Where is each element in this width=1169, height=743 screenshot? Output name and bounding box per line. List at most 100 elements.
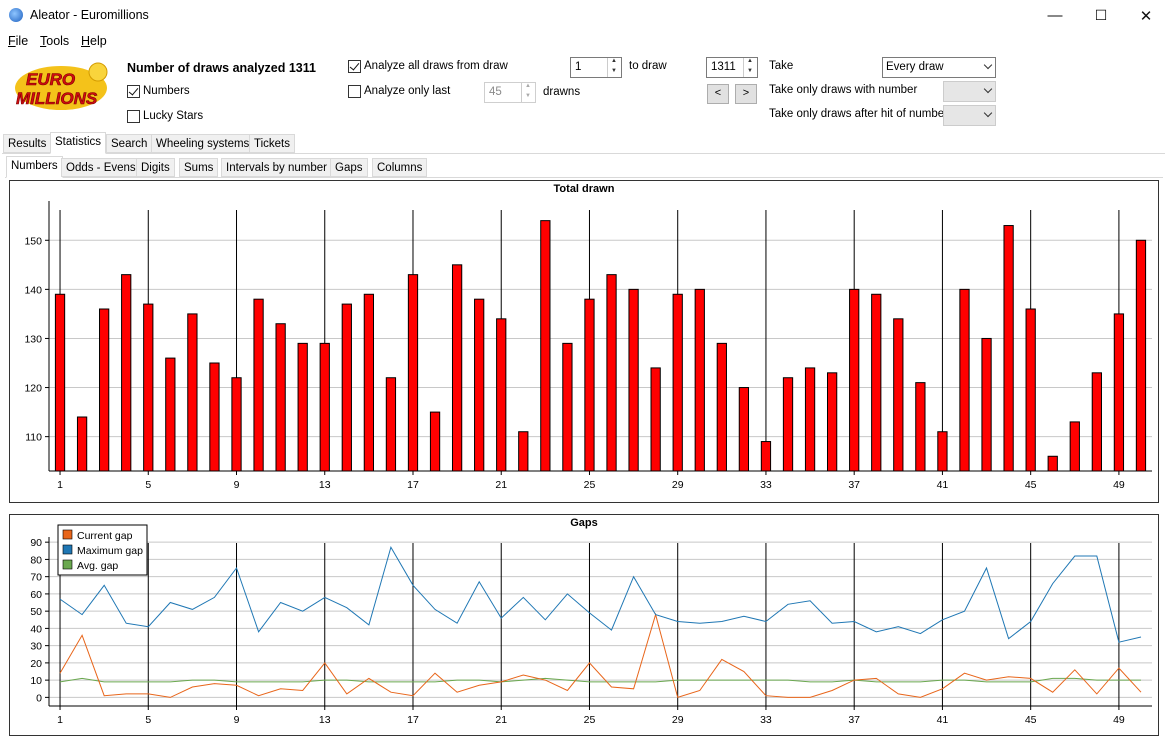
bar-8 <box>209 362 220 472</box>
menu-file[interactable]: File <box>8 34 28 48</box>
tab-statistics[interactable]: Statistics <box>50 132 107 154</box>
menu-help[interactable]: Help <box>81 34 107 48</box>
y-tick-label: 110 <box>25 432 42 444</box>
maximize-button[interactable]: ☐ <box>1094 7 1108 23</box>
tab-search[interactable]: Search <box>106 134 153 153</box>
lucky-stars-checkbox[interactable] <box>127 110 140 123</box>
sub-tab-divider <box>5 177 1163 178</box>
bar-34 <box>782 377 794 472</box>
to-draw-value: 1311 <box>711 61 736 73</box>
bar-27 <box>628 288 639 472</box>
previous-button[interactable]: < <box>707 84 729 104</box>
x-tick-label: 25 <box>584 714 596 726</box>
spinner-arrows-icon[interactable] <box>607 58 621 77</box>
bar-13 <box>319 342 330 472</box>
from-draw-spinner[interactable]: 1 <box>570 57 622 78</box>
bar-25 <box>584 298 595 472</box>
next-button[interactable]: > <box>735 84 757 104</box>
analyze-last-checkbox[interactable] <box>348 85 361 98</box>
gaps-plot: 0 10 20 30 40 50 60 70 80 90 1 5 9 13 17 21 25 29 33 37 41 45… <box>30 524 1152 726</box>
analyze-all-checkbox[interactable] <box>348 60 361 73</box>
x-tick-label: 9 <box>234 479 240 491</box>
subtab-numbers[interactable]: Numbers <box>6 156 63 178</box>
bar-19 <box>451 264 463 472</box>
drawns-label: drawns <box>543 86 581 98</box>
x-tick-label: 25 <box>584 479 596 491</box>
bar-50 <box>1135 239 1147 472</box>
bar-3 <box>99 308 110 472</box>
x-tick-label: 13 <box>319 479 331 491</box>
total-drawn-plot: 110 120 130 140 150 1 5 9 13 17 21 25 29 33 37 41 45 49 <box>24 201 1152 491</box>
x-tick-label: 49 <box>1113 479 1125 491</box>
last-draws-value: 45 <box>489 86 502 98</box>
options-panel: EURO MILLIONS Number of draws analyzed 1… <box>0 51 1169 131</box>
bar-14 <box>341 303 352 472</box>
subtab-sums[interactable]: Sums <box>179 158 219 177</box>
take-value: Every draw <box>886 61 944 73</box>
menu-help-mnemonic: H <box>81 34 91 48</box>
bar-26 <box>606 274 617 472</box>
bar-39 <box>893 318 904 472</box>
y-tick-label: 40 <box>30 623 42 635</box>
window-title: Aleator - Euromillions <box>30 8 149 22</box>
bar-21 <box>496 318 507 472</box>
menu-tools[interactable]: Tools <box>40 34 69 48</box>
take-label: Take <box>769 60 794 72</box>
take-after-hit-label: Take only draws after hit of number <box>769 108 948 120</box>
x-tick-label: 45 <box>1025 479 1037 491</box>
subtab-gaps[interactable]: Gaps <box>330 158 368 177</box>
numbers-checkbox[interactable] <box>127 85 140 98</box>
x-tick-label: 21 <box>495 714 507 726</box>
close-button[interactable]: ✕ <box>1139 7 1153 25</box>
y-tick-label: 150 <box>24 235 42 247</box>
x-tick-label: 17 <box>407 479 419 491</box>
y-tick-label: 120 <box>24 383 42 395</box>
app-icon <box>9 8 23 22</box>
take-after-hit-dropdown[interactable] <box>943 105 996 126</box>
menu-file-mnemonic: F <box>8 34 16 48</box>
x-tick-label: 41 <box>937 479 949 491</box>
subtab-columns[interactable]: Columns <box>372 158 428 177</box>
title-bar: Aleator - Euromillions — ☐ ✕ <box>0 0 1169 31</box>
last-draws-spinner[interactable]: 45 <box>484 82 536 103</box>
numbers-label: Numbers <box>143 85 190 97</box>
tab-tickets[interactable]: Tickets <box>249 134 295 153</box>
tab-wheeling-systems[interactable]: Wheeling systems <box>151 134 255 153</box>
subtab-odds-evens[interactable]: Odds - Evens <box>61 158 141 177</box>
legend-label: Maximum gap <box>77 545 143 557</box>
x-tick-label: 13 <box>319 714 331 726</box>
subtab-digits[interactable]: Digits <box>136 158 175 177</box>
main-tab-divider <box>2 153 1165 154</box>
subtab-intervals-by-number[interactable]: Intervals by number <box>221 158 332 177</box>
bar-20 <box>474 298 485 472</box>
bar-18 <box>429 411 441 472</box>
bar-2 <box>76 416 88 472</box>
legend-swatch-maximum-gap-line <box>62 544 73 555</box>
bar-15 <box>363 293 375 472</box>
spinner-arrows-icon[interactable] <box>521 83 535 102</box>
x-tick-label: 37 <box>848 714 860 726</box>
bar-40 <box>915 382 926 472</box>
bar-23 <box>540 220 551 472</box>
menu-help-label: elp <box>90 34 107 48</box>
minimize-button[interactable]: — <box>1047 7 1063 24</box>
bar-48 <box>1091 372 1102 472</box>
take-with-number-dropdown[interactable] <box>943 81 996 102</box>
tab-results[interactable]: Results <box>3 134 52 153</box>
bar-22 <box>518 431 529 472</box>
bar-43 <box>981 337 992 472</box>
bar-4 <box>121 274 132 472</box>
to-draw-label: to draw <box>629 60 667 72</box>
bar-46 <box>1047 455 1058 472</box>
bar-9 <box>231 377 242 472</box>
bar-33 <box>760 441 772 472</box>
analyze-last-label: Analyze only last <box>364 85 451 97</box>
analyze-all-label: Analyze all draws from draw <box>364 60 508 72</box>
y-tick-label: 20 <box>30 658 42 670</box>
spinner-arrows-icon[interactable] <box>743 58 757 77</box>
bar-31 <box>716 342 727 472</box>
take-dropdown[interactable]: Every draw <box>882 57 996 78</box>
legend-label: Current gap <box>77 530 133 542</box>
bar-11 <box>275 323 286 472</box>
to-draw-spinner[interactable]: 1311 <box>706 57 758 78</box>
